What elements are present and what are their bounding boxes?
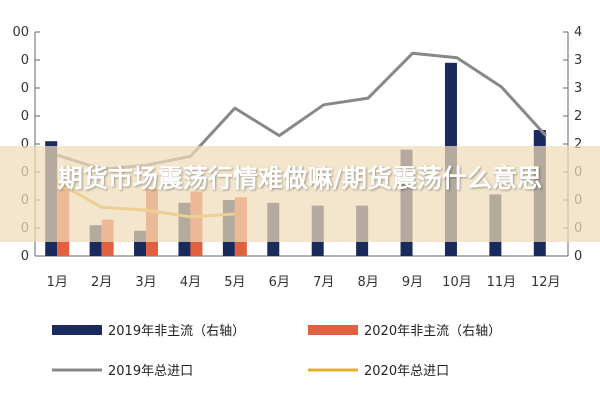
legend-swatch-bar: [52, 325, 102, 335]
x-axis-tick-label: 7月: [313, 275, 334, 290]
right-axis-tick-label: 4: [574, 25, 582, 40]
left-axis-tick-label: 0: [21, 249, 29, 264]
left-axis-tick-label: 0: [21, 137, 29, 152]
x-axis-tick-label: 11月: [487, 275, 517, 290]
legend-label: 2020年非主流（右轴）: [364, 324, 501, 339]
right-axis-tick-label: 0: [574, 249, 582, 264]
legend: 2019年非主流（右轴） 2020年非主流（右轴） 2019年总进口 2020年总进口: [52, 324, 501, 379]
right-axis-tick-label: 3: [574, 81, 582, 96]
x-axis-tick-label: 6月: [269, 275, 290, 290]
left-axis-tick-label: 00: [12, 25, 29, 40]
right-axis-tick-label: 2: [574, 137, 582, 152]
overlay-title: 期货市场震荡行情难做嘛/期货震荡什么意思: [57, 164, 543, 193]
right-axis-tick-label: 3: [574, 53, 582, 68]
legend-label: 2019年非主流（右轴）: [108, 324, 245, 339]
x-axis-tick-label: 12月: [531, 275, 561, 290]
x-axis-tick-label: 3月: [135, 275, 156, 290]
legend-swatch-bar: [308, 325, 358, 335]
right-axis-tick-label: 2: [574, 109, 582, 124]
x-axis-tick-label: 5月: [224, 275, 245, 290]
left-axis-tick-label: 0: [21, 53, 29, 68]
left-axis-tick-label: 0: [21, 109, 29, 124]
x-axis-tick-label: 2月: [91, 275, 112, 290]
x-axis-tick-label: 9月: [402, 275, 423, 290]
title-banner: [0, 146, 600, 242]
left-axis-tick-label: 0: [21, 81, 29, 96]
x-axis-tick-label: 4月: [180, 275, 201, 290]
legend-label: 2019年总进口: [108, 364, 193, 379]
x-axis-tick-label: 8月: [357, 275, 378, 290]
legend-label: 2020年总进口: [364, 364, 449, 379]
x-axis-tick-label: 1月: [47, 275, 68, 290]
x-axis-tick-label: 10月: [442, 275, 472, 290]
